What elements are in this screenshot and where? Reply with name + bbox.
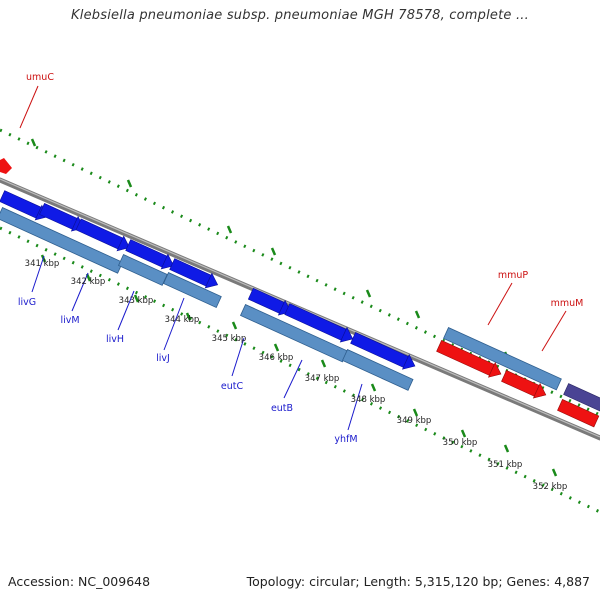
tick-label: 352 kbp <box>533 482 568 492</box>
tick-label: 350 kbp <box>443 438 478 448</box>
gene-label-mmuM[interactable]: mmuM <box>551 298 584 309</box>
gene-label-eutB[interactable]: eutB <box>271 403 293 414</box>
umuC-gene-arrow[interactable] <box>0 158 12 174</box>
special-leader-lines <box>19 85 567 352</box>
gene-label-yhfM[interactable]: yhfM <box>334 434 357 445</box>
gene-arrow-yhfM[interactable] <box>350 331 419 374</box>
cds-bar-livJ[interactable] <box>117 254 168 286</box>
tick-label: 348 kbp <box>351 395 386 405</box>
tick-label: 347 kbp <box>305 374 340 384</box>
gene-arrows-forward[interactable] <box>0 189 418 374</box>
gene-arrow-mmuP-b[interactable] <box>501 369 549 403</box>
scale-track-inner <box>0 226 600 514</box>
tick-label: 349 kbp <box>397 416 432 426</box>
gene-label-livM[interactable]: livM <box>60 315 79 326</box>
gene-label-eutC[interactable]: eutC <box>221 381 244 392</box>
accession-text: Accession: NC_009648 <box>8 574 151 589</box>
gene-arrow-livJ-a[interactable] <box>125 238 177 273</box>
gene-label-livH[interactable]: livH <box>106 334 124 345</box>
gene-arrow-mmuP-a[interactable] <box>436 339 505 382</box>
genome-summary-text: Topology: circular; Length: 5,315,120 bp… <box>246 574 590 589</box>
scale-track-outer <box>0 128 600 417</box>
map-title: Klebsiella pneumoniae subsp. pneumoniae … <box>71 8 529 23</box>
tick-label: 351 kbp <box>488 460 523 470</box>
cds-bar-mmuP[interactable] <box>442 327 562 391</box>
gene-arrow-eutB[interactable] <box>284 302 356 346</box>
gene-label-livG[interactable]: livG <box>18 297 36 308</box>
gene-arrow-livJ-b[interactable] <box>169 257 221 292</box>
label-leader-lines <box>31 255 363 431</box>
tick-label: 341 kbp <box>25 259 60 269</box>
cds-bars[interactable] <box>0 207 562 391</box>
gene-label-mmuP[interactable]: mmuP <box>498 270 529 281</box>
tick-label: 346 kbp <box>259 353 294 363</box>
tick-label: 342 kbp <box>71 277 106 287</box>
gene-arrow-mmuM[interactable] <box>557 399 600 428</box>
gene-label-umuC[interactable]: umuC <box>26 72 54 83</box>
gene-label-livJ[interactable]: livJ <box>156 353 170 364</box>
cds-bar-eutB[interactable] <box>341 349 414 391</box>
rna-feature[interactable] <box>563 383 600 412</box>
tick-label: 345 kbp <box>212 334 247 344</box>
tick-label: 343 kbp <box>119 296 154 306</box>
gene-arrow-livH[interactable] <box>75 217 133 255</box>
cds-bar-livG-livH[interactable] <box>0 207 124 274</box>
cds-bar-livJ-b[interactable] <box>162 272 222 309</box>
tick-label: 344 kbp <box>165 315 200 325</box>
gene-arrows-reverse[interactable] <box>436 339 600 428</box>
